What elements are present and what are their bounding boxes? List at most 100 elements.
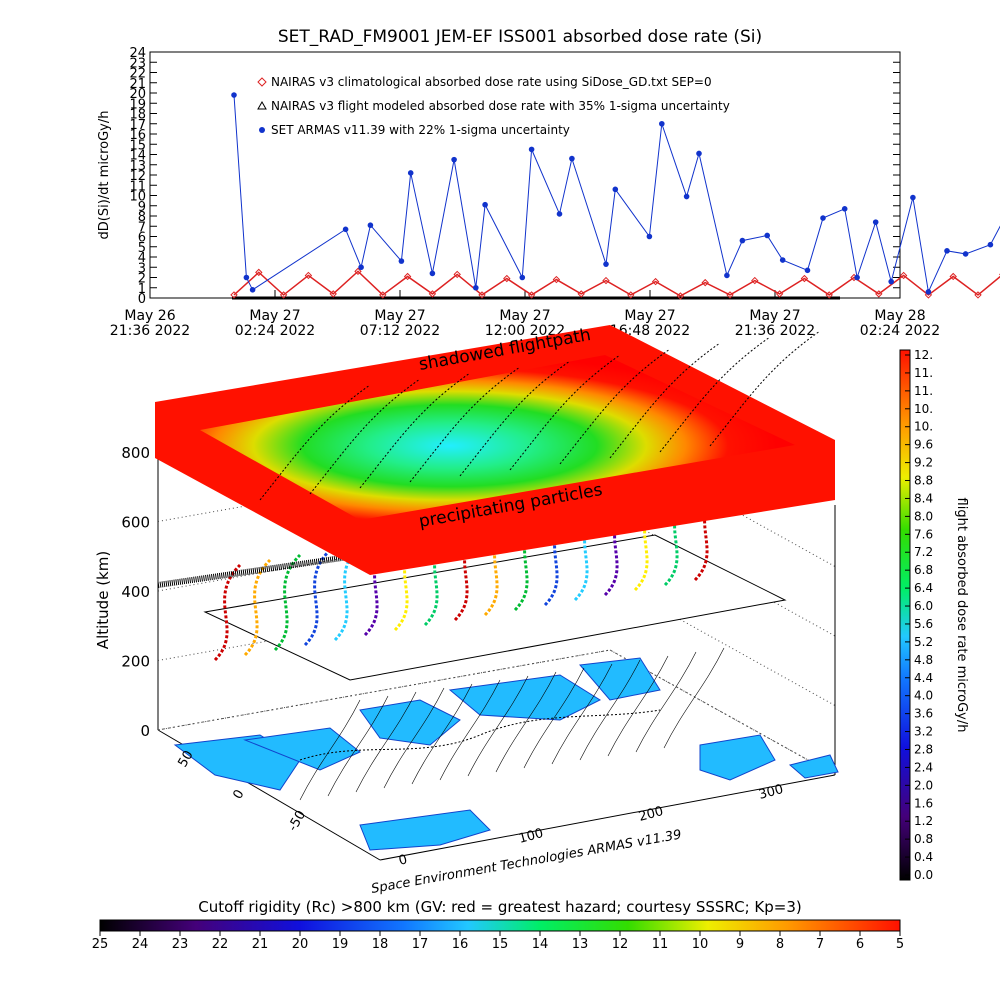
dose-tick-label: 7.6: [914, 527, 933, 541]
x-tick-day: May 27: [749, 308, 800, 324]
series-armas-point: [408, 170, 414, 176]
cutoff-tick-label: 6: [856, 937, 864, 952]
series-climatological-line: [234, 271, 1000, 296]
dose-tick-label: 5.6: [914, 617, 933, 631]
lon-tick-label: 200: [637, 804, 665, 825]
x-tick-time: 21:36 2022: [110, 323, 190, 339]
series-armas-point: [368, 222, 374, 228]
series-armas-point: [244, 275, 250, 281]
dose-tick-label: 8.8: [914, 474, 933, 488]
dose-tick-label: 0.8: [914, 832, 933, 846]
series-armas-point: [842, 206, 848, 212]
legend-label: SET ARMAS v11.39 with 22% 1-sigma uncert…: [271, 123, 570, 137]
cutoff-tick-label: 20: [292, 937, 309, 952]
cutoff-tick-label: 12: [612, 937, 629, 952]
cutoff-tick-label: 9: [736, 937, 744, 952]
lon-tick-label: 300: [757, 782, 785, 803]
x-tick-time: 02:24 2022: [235, 323, 315, 339]
dose-tick-label: 12.: [914, 348, 933, 362]
series-armas-point: [603, 261, 609, 267]
dose-tick-label: 3.6: [914, 707, 933, 721]
series-armas-point: [963, 251, 969, 257]
series-armas-point: [529, 147, 535, 153]
cutoff-tick-label: 8: [776, 937, 784, 952]
series-armas-point: [358, 264, 364, 270]
series-armas-point: [888, 279, 894, 285]
dose-tick-label: 0.4: [914, 850, 933, 864]
series-armas-point: [473, 285, 479, 291]
series-armas-point: [250, 287, 256, 293]
x-tick-day: May 27: [374, 308, 425, 324]
dose-tick-label: 6.0: [914, 599, 933, 613]
map-landmass: [700, 735, 775, 780]
z-axis-label: Altitude (km): [94, 551, 112, 649]
dose-tick-label: 1.6: [914, 796, 933, 810]
cutoff-tick-label: 24: [132, 937, 149, 952]
dose-colorbar: 12.11.11.10.10.9.69.28.88.48.07.67.26.86…: [900, 348, 969, 882]
x-tick-time: 02:24 2022: [860, 323, 940, 339]
floor-ground-track: [664, 648, 724, 748]
top-chart-title: SET_RAD_FM9001 JEM-EF ISS001 absorbed do…: [278, 27, 762, 47]
dose-tick-label: 6.8: [914, 563, 933, 577]
series-armas-point: [520, 275, 526, 281]
series-armas-point: [926, 289, 932, 295]
series-armas-point: [482, 202, 488, 208]
series-armas-point: [696, 151, 702, 157]
cutoff-tick-label: 10: [692, 937, 709, 952]
x-tick-day: May 28: [874, 308, 925, 324]
cutoff-tick-label: 19: [332, 937, 349, 952]
x-tick-day: May 27: [499, 308, 550, 324]
dose-tick-label: 3.2: [914, 725, 933, 739]
series-armas-point: [451, 157, 457, 163]
x-tick-day: May 27: [249, 308, 300, 324]
cutoff-colorbar-bar: [100, 920, 900, 931]
y-tick-label: 24: [129, 46, 146, 61]
dose-tick-label: 4.8: [914, 653, 933, 667]
cutoff-tick-label: 15: [492, 937, 509, 952]
top-chart-ylabel: dD(Si)/dt microGy/h: [97, 111, 112, 240]
dose-tick-label: 2.0: [914, 778, 933, 792]
x-tick-time: 07:12 2022: [360, 323, 440, 339]
series-armas-point: [780, 257, 786, 263]
top-chart-series: [231, 88, 1000, 299]
dose-tick-label: 1.2: [914, 814, 933, 828]
series-armas-point: [944, 248, 950, 254]
dose-tick-label: 11.: [914, 384, 933, 398]
cutoff-tick-label: 22: [212, 937, 229, 952]
x-tick-day: May 27: [624, 308, 675, 324]
dose-tick-label: 5.2: [914, 635, 933, 649]
series-armas-point: [820, 215, 826, 221]
series-armas-point: [910, 195, 916, 201]
cutoff-tick-label: 17: [412, 937, 429, 952]
series-armas-point: [854, 275, 860, 281]
series-armas-point: [659, 121, 665, 127]
dose-colorbar-bar: [900, 350, 910, 880]
dose-colorbar-label: flight absorbed dose rate microGy/h: [954, 498, 969, 733]
series-armas-point: [569, 156, 575, 162]
dose-tick-label: 2.4: [914, 760, 933, 774]
cutoff-tick-label: 18: [372, 937, 389, 952]
cutoff-tick-label: 23: [172, 937, 189, 952]
dose-tick-label: 6.4: [914, 581, 933, 595]
series-armas-point: [724, 273, 730, 279]
lat-tick-label: -50: [285, 808, 309, 834]
series-armas-point: [873, 219, 879, 225]
series-armas-point: [399, 258, 405, 264]
cutoff-tick-label: 14: [532, 937, 549, 952]
series-armas-point: [613, 187, 619, 193]
z-tick-label: 200: [121, 653, 150, 671]
x-tick-time: 21:36 2022: [735, 323, 815, 339]
legend-marker-diamond: [258, 78, 266, 86]
z-tick-label: 0: [140, 722, 150, 740]
z-tick-label: 400: [121, 583, 150, 601]
x-tick-day: May 26: [124, 308, 175, 324]
dose-tick-label: 7.2: [914, 545, 933, 559]
series-armas-point: [231, 92, 237, 98]
series-armas-point: [647, 234, 653, 240]
top-chart-legend: NAIRAS v3 climatological absorbed dose r…: [258, 75, 730, 137]
lat-tick-label: 0: [230, 787, 247, 802]
dose-tick-label: 9.2: [914, 456, 933, 470]
